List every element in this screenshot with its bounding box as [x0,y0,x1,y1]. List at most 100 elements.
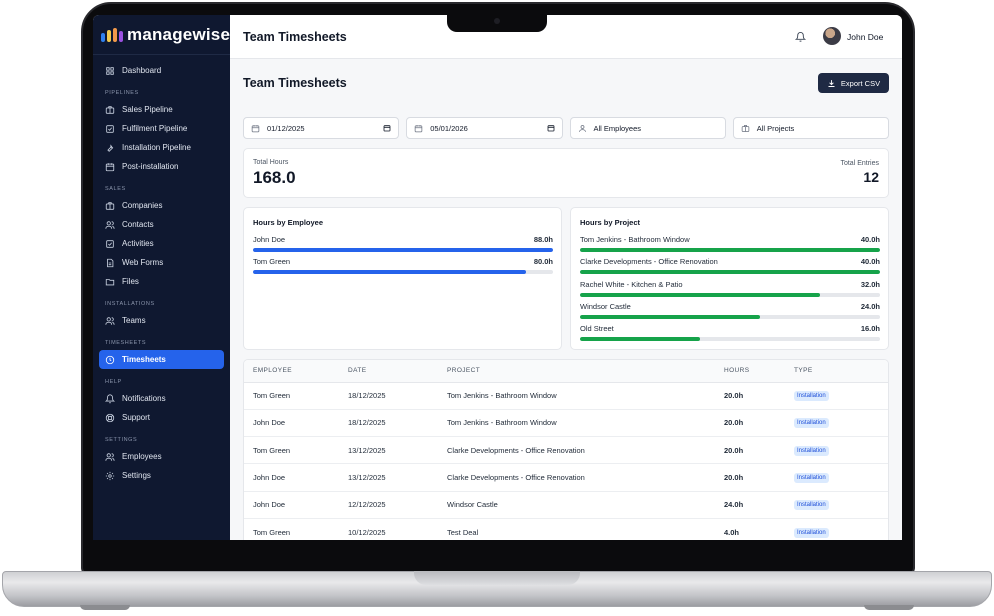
sidebar-section-label: TIMESHEETS [105,340,147,346]
table-row[interactable]: Tom Green 18/12/2025 Tom Jenkins - Bathroo… [244,382,888,410]
camera-icon [494,18,500,24]
sidebar-item-files[interactable]: Files [99,272,224,291]
sidebar-item-label: Fulfilment Pipeline [122,124,188,133]
date-cell: 18/12/2025 [339,409,438,438]
total-entries-value: 12 [863,169,879,185]
calendar-icon [414,124,423,133]
sidebar-item-notifications[interactable]: Notifications [99,389,224,408]
sidebar-item-sales-pipeline[interactable]: Sales Pipeline [99,100,224,119]
sidebar-item-teams[interactable]: Teams [99,311,224,330]
employee-select[interactable]: All Employees [569,117,726,139]
bar-track [253,248,553,252]
sidebar-item-settings[interactable]: Settings [99,466,224,485]
calendar-picker-icon[interactable] [383,124,391,134]
bar-value: 88.0h [533,235,553,244]
hours-cell: 20.0h [715,463,785,492]
checkbox-icon [105,239,115,249]
bar-value: 16.0h [860,324,880,334]
bar-label: Old Street [580,324,614,334]
hours-cell: 20.0h [715,409,785,438]
sidebar-item-support[interactable]: Support [99,408,224,427]
date-cell: 13/12/2025 [339,463,438,492]
hours-cell: 20.0h [715,382,785,410]
date-cell: 13/12/2025 [339,436,438,465]
table-row[interactable]: John Doe 18/12/2025 Tom Jenkins - Bathroom… [244,409,888,438]
bar-row: Clarke Developments - Office Renovation 4… [580,257,880,279]
sidebar-item-label: Files [122,277,139,286]
table-header-row: EMPLOYEE DATE PROJECT HOURS TYPE [244,360,888,383]
hours-by-project-card: Hours by Project Tom Jenkins - Bathroom … [570,207,889,350]
employee-cell: John Doe [244,409,339,438]
brand-logo[interactable]: managewise [93,15,230,55]
bar-track [580,248,880,252]
bell-icon [105,393,115,404]
date-cell: 18/12/2025 [339,382,438,410]
employee-cell: Tom Green [244,382,339,410]
column-header[interactable]: EMPLOYEE [244,360,339,383]
main-content: Team Timesheets Export CSV 01/12/2025 [230,59,902,540]
column-header[interactable]: PROJECT [438,360,715,383]
sidebar-item-timesheets[interactable]: Timesheets [99,350,224,369]
type-cell: Installation [785,409,888,438]
clock-icon [105,355,115,365]
type-badge: Installation [794,527,829,538]
column-header[interactable]: TYPE [785,360,888,383]
total-hours-label: Total Hours [253,159,289,166]
bar-label: Rachel White - Kitchen & Patio [580,279,683,289]
hours-by-employee-bars: John Doe 88.0h Tom Green 80.0h [253,235,553,280]
lifebuoy-icon [105,413,115,423]
project-select[interactable]: All Projects [732,117,889,139]
employee-select-value: All Employees [593,123,642,133]
bar-value: 24.0h [860,301,880,311]
hours-cell: 4.0h [715,518,785,540]
table-row[interactable]: John Doe 12/12/2025 Windsor Castle 24.0h Ins… [244,491,888,519]
date-to-field[interactable]: 05/01/2026 [406,117,563,139]
sidebar-item-dashboard[interactable]: Dashboard [99,61,224,80]
bar-track [580,270,880,275]
bell-icon[interactable] [794,30,807,48]
bar-row: Tom Jenkins - Bathroom Window 40.0h [580,235,880,257]
employee-cell: Tom Green [244,518,339,540]
bar-track [253,270,553,275]
sidebar-item-activities[interactable]: Activities [99,234,224,253]
checkbox-icon [105,124,115,134]
download-icon [828,79,835,87]
sidebar-item-employees[interactable]: Employees [99,447,224,466]
table-row[interactable]: John Doe 13/12/2025 Clarke Developments - … [244,463,888,492]
column-header[interactable]: DATE [339,360,438,383]
sidebar-item-label: Teams [122,316,146,325]
bar-row: Windsor Castle 24.0h [580,302,880,324]
calendar-picker-icon[interactable] [547,124,555,134]
export-csv-label: Export CSV [840,78,881,88]
user-name[interactable]: John Doe [847,32,884,42]
hours-cell: 20.0h [715,436,785,465]
bar-label: John Doe [253,235,286,244]
sidebar-item-label: Companies [122,201,163,210]
sidebar-item-post-installation[interactable]: Post-installation [99,157,224,176]
date-from-field[interactable]: 01/12/2025 [243,117,400,139]
type-cell: Installation [785,463,888,492]
bar-label: Clarke Developments - Office Renovation [580,257,718,267]
sidebar-item-installation-pipeline[interactable]: Installation Pipeline [99,138,224,157]
bar-value: 40.0h [860,257,880,267]
date-to-value: 05/01/2026 [430,123,468,133]
export-csv-button[interactable]: Export CSV [818,73,889,93]
column-header[interactable]: HOURS [715,360,785,383]
total-entries-label: Total Entries [840,160,879,167]
table-row[interactable]: Tom Green 13/12/2025 Clarke Developments -… [244,436,888,465]
avatar[interactable] [823,27,841,45]
sidebar-item-contacts[interactable]: Contacts [99,215,224,234]
app-screen: managewise Dashboard PIPELINES Sales Pipel… [93,15,902,540]
table-row[interactable]: Tom Green 10/12/2025 Test Deal 4.0h Installa… [244,518,888,540]
sidebar-item-web-forms[interactable]: Web Forms [99,253,224,272]
sidebar-section-label: HELP [105,379,122,385]
table-body: Tom Green 18/12/2025 Tom Jenkins - Bathroo… [244,382,888,540]
users-icon [105,316,115,326]
bar-label: Tom Green [253,257,291,267]
sidebar-item-label: Timesheets [122,355,166,364]
logo-icon [101,27,123,42]
project-cell: Tom Jenkins - Bathroom Window [438,409,715,438]
sidebar-item-fulfilment-pipeline[interactable]: Fulfilment Pipeline [99,119,224,138]
sidebar-item-companies[interactable]: Companies [99,196,224,215]
